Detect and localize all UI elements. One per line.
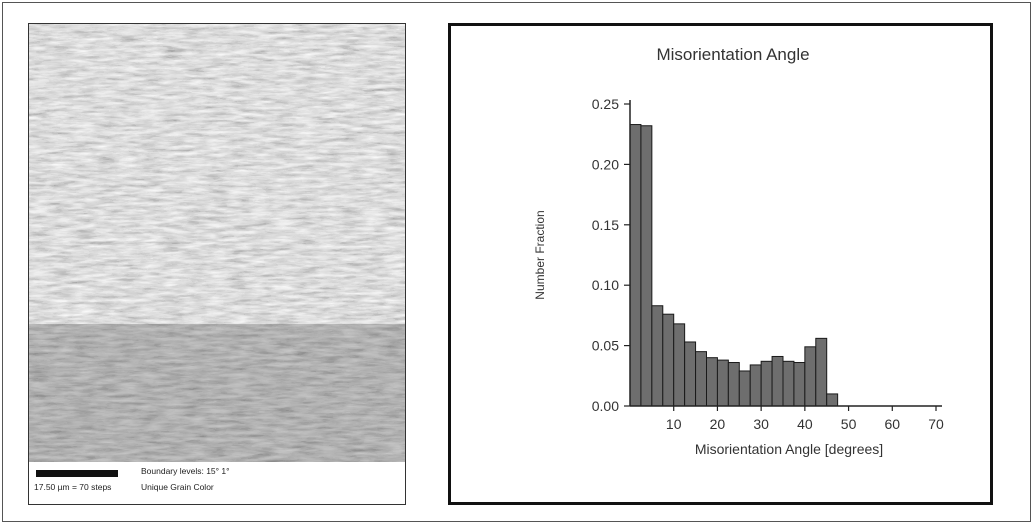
y-tick-label: 0.15 [592,217,619,233]
histogram-bar [673,323,686,407]
histogram-bar [815,337,828,407]
x-axis-label: Misorientation Angle [degrees] [695,441,883,457]
chart-title: Misorientation Angle [656,45,809,64]
x-tick-label: 20 [710,416,726,432]
histogram-bar [804,346,817,407]
micrograph-panel: Boundary levels: 15° 1° 17.50 µm = 70 st… [28,23,406,505]
scale-caption: 17.50 µm = 70 steps [34,482,112,492]
x-tick-label: 70 [928,416,944,432]
y-axis-label: Number Fraction [533,210,547,299]
y-tick-label: 0.00 [592,398,619,414]
histogram-bar [771,355,784,407]
x-tick-label: 40 [797,416,813,432]
histogram-bar [738,370,751,407]
grain-color-caption: Unique Grain Color [141,482,214,492]
x-tick-label: 10 [666,416,682,432]
y-tick-label: 0.05 [592,338,619,354]
histogram-bar [662,313,675,407]
histogram-bar [695,351,707,407]
x-tick-label: 30 [753,416,769,432]
histogram-bar [760,360,773,407]
x-tick-label: 50 [841,416,857,432]
histogram-bar [684,341,697,407]
histogram-chart: Misorientation Angle 0.00 0.05 0.10 0.15 0.20… [533,45,944,457]
chart-panel: Misorientation Angle 0.00 0.05 0.10 0.15 0.20… [448,23,993,505]
y-tick-label: 0.10 [592,277,619,293]
micrograph-image [29,24,405,462]
histogram-bar [706,357,718,407]
x-tick-label: 60 [884,416,900,432]
histogram-bar [782,360,795,407]
histogram-bar [749,364,762,407]
histogram-bar [716,359,729,407]
histogram-bar [629,124,642,407]
histogram-bar [640,125,653,407]
histogram-bar [793,362,806,407]
y-tick-label: 0.20 [592,156,619,172]
scale-bar [36,470,118,477]
histogram-bar [651,305,664,407]
boundary-levels-caption: Boundary levels: 15° 1° [141,466,230,476]
histogram-bar [727,362,740,407]
y-tick-label: 0.25 [592,96,619,112]
histogram-bar [826,393,839,407]
